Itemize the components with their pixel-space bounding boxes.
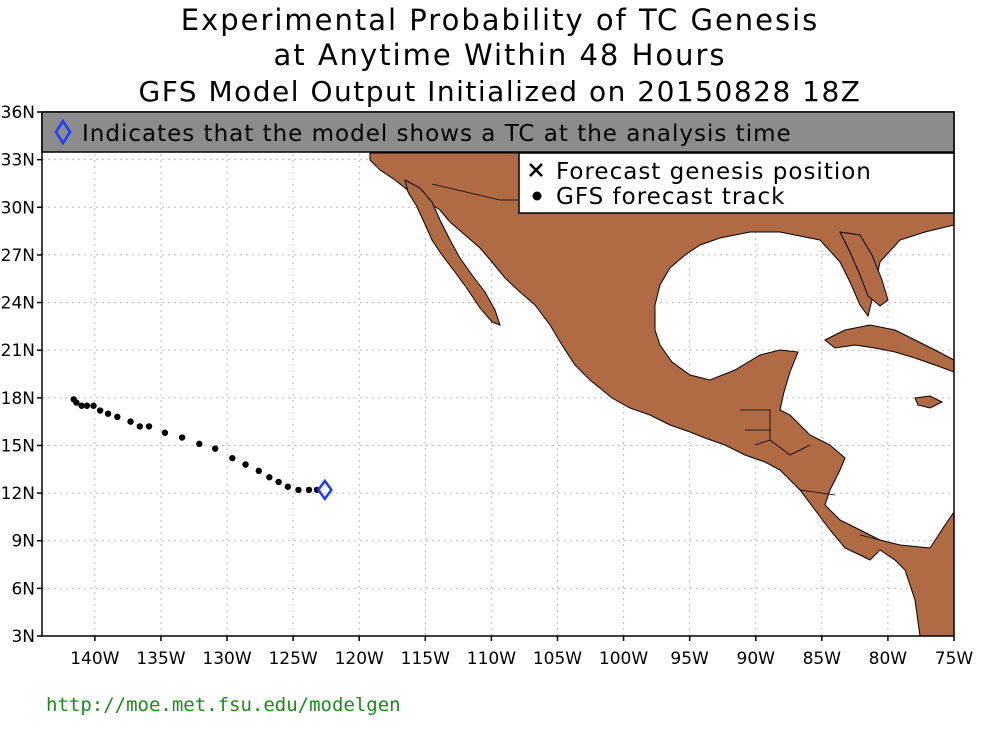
- legend: Forecast genesis position GFS forecast t…: [518, 152, 955, 214]
- jamaica-land: [914, 395, 944, 409]
- country-borders: [431, 183, 881, 541]
- track-point: [295, 486, 302, 494]
- lon-tick-label: 135W: [136, 649, 185, 669]
- lat-tick-label: 12N: [1, 484, 35, 504]
- analysis-banner: Indicates that the model shows a TC at t…: [41, 111, 955, 153]
- lon-tick-label: 120W: [335, 649, 384, 669]
- lon-tick-label: 115W: [401, 649, 450, 669]
- diamond-icon: [54, 118, 72, 146]
- lat-tick-label: 21N: [1, 341, 35, 361]
- cuba-land: [824, 324, 954, 373]
- lon-tick-label: 90W: [737, 649, 776, 669]
- lat-tick-label: 27N: [1, 246, 35, 266]
- lon-tick-label: 85W: [803, 649, 842, 669]
- track-point: [83, 402, 91, 409]
- lat-tick-label: 15N: [1, 436, 35, 456]
- track-point: [78, 402, 85, 409]
- baja-california-land: [404, 179, 501, 326]
- lon-tick-label: 100W: [599, 649, 648, 669]
- track-point: [136, 423, 144, 430]
- track-point: [211, 445, 219, 452]
- track-point: [242, 461, 249, 468]
- chart-title-line1: Experimental Probability of TC Genesis: [180, 3, 820, 37]
- track-point: [284, 483, 292, 490]
- lon-tick-label: 110W: [467, 649, 516, 669]
- track-point: [96, 407, 104, 414]
- lon-tick-label: 95W: [670, 649, 709, 669]
- banner-text: Indicates that the model shows a TC at t…: [82, 121, 792, 147]
- chart-title-line3: GFS Model Output Initialized on 20150828…: [138, 75, 862, 108]
- mexico-central-america-land: [369, 152, 954, 636]
- lat-tick-label: 3N: [11, 627, 35, 647]
- florida-land: [839, 231, 889, 307]
- lat-tick-label: 36N: [1, 103, 35, 123]
- lat-tick-label: 24N: [1, 294, 35, 314]
- lat-tick-label: 30N: [1, 198, 35, 218]
- lon-tick-label: 140W: [70, 649, 119, 669]
- lon-tick-label: 105W: [533, 649, 582, 669]
- lat-tick-label: 18N: [1, 389, 35, 409]
- track-point: [229, 454, 236, 462]
- track-point: [196, 440, 203, 448]
- chart-title-line2: at Anytime Within 48 Hours: [273, 38, 727, 72]
- track-point: [127, 418, 134, 425]
- x-mark-icon: [529, 163, 543, 177]
- legend-genesis-label: Forecast genesis position: [556, 159, 872, 185]
- track-point: [255, 467, 262, 475]
- legend-track-label: GFS forecast track: [556, 184, 785, 210]
- track-point: [275, 478, 282, 486]
- track-point: [305, 486, 313, 494]
- dot-icon: [532, 191, 542, 201]
- lat-tick-label: 6N: [11, 579, 35, 599]
- lat-tick-label: 33N: [1, 151, 35, 171]
- lat-tick-label: 9N: [11, 532, 35, 552]
- track-point: [145, 423, 153, 430]
- track-point: [114, 413, 121, 421]
- lon-tick-label: 130W: [202, 649, 251, 669]
- analysis-diamond: [316, 478, 333, 502]
- forecast-track: [70, 396, 321, 494]
- track-point: [161, 429, 169, 436]
- axis-ticks: 36N 33N 30N 27N 24N 21N 18N 15N 12N 9N 6N 3N 140W 135…: [1, 103, 974, 669]
- track-point: [178, 434, 186, 441]
- analysis-marker: [316, 478, 333, 502]
- track-point: [73, 399, 80, 406]
- lon-tick-label: 75W: [935, 649, 974, 669]
- footer-url[interactable]: http://moe.met.fsu.edu/modelgen: [46, 694, 401, 716]
- track-point: [266, 474, 273, 481]
- track-point: [90, 402, 97, 409]
- lon-tick-label: 80W: [869, 649, 908, 669]
- lon-tick-label: 125W: [268, 649, 317, 669]
- track-point: [104, 410, 112, 417]
- land-masses: [369, 152, 954, 636]
